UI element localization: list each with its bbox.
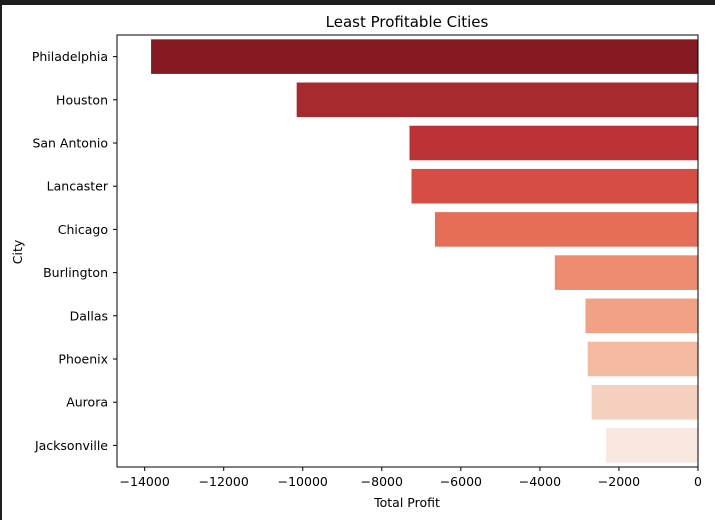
bar-phoenix: [587, 341, 698, 377]
bar-dallas: [585, 298, 698, 334]
left-edge: [0, 0, 2, 520]
bar-lancaster: [411, 168, 698, 204]
plot-area-border: [116, 34, 699, 468]
chart-title: Least Profitable Cities: [326, 13, 489, 31]
x-tick-label: −2000: [598, 474, 640, 489]
x-tick-label: −4000: [519, 474, 561, 489]
bar-aurora: [591, 384, 698, 420]
y-tick-label: Philadelphia: [32, 49, 108, 64]
y-tick-label: Chicago: [58, 222, 108, 237]
x-ticks-group: −14000 −12000 −10000 −8000 −6000 −4000 −2000 0: [120, 467, 702, 489]
bars-group: [151, 39, 698, 463]
y-tick-label: Burlington: [43, 265, 108, 280]
y-tick-label: Phoenix: [58, 352, 108, 367]
y-tick-label: Houston: [56, 92, 108, 107]
top-edge: [0, 0, 715, 5]
bar-chicago: [434, 212, 698, 247]
x-tick-label: −8000: [361, 474, 403, 489]
bar-san-antonio: [409, 125, 698, 161]
bar-jacksonville: [606, 428, 698, 463]
y-tick-label: Lancaster: [47, 179, 109, 194]
x-tick-label: −6000: [440, 474, 482, 489]
x-axis-label: Total Profit: [373, 495, 440, 510]
bar-houston: [296, 82, 698, 118]
bar-philadelphia: [151, 39, 698, 74]
y-tick-label: Aurora: [66, 395, 108, 410]
x-tick-label: −10000: [278, 474, 328, 489]
x-tick-label: 0: [694, 474, 702, 489]
y-axis-label: City: [10, 239, 25, 264]
bar-burlington: [554, 255, 698, 290]
y-tick-label: Dallas: [70, 308, 108, 323]
x-tick-label: −12000: [199, 474, 249, 489]
y-ticks-group: Philadelphia Houston San Antonio Lancaster C…: [32, 49, 117, 453]
x-tick-label: −14000: [120, 474, 170, 489]
y-tick-label: Jacksonville: [34, 438, 108, 453]
y-tick-label: San Antonio: [32, 136, 108, 151]
